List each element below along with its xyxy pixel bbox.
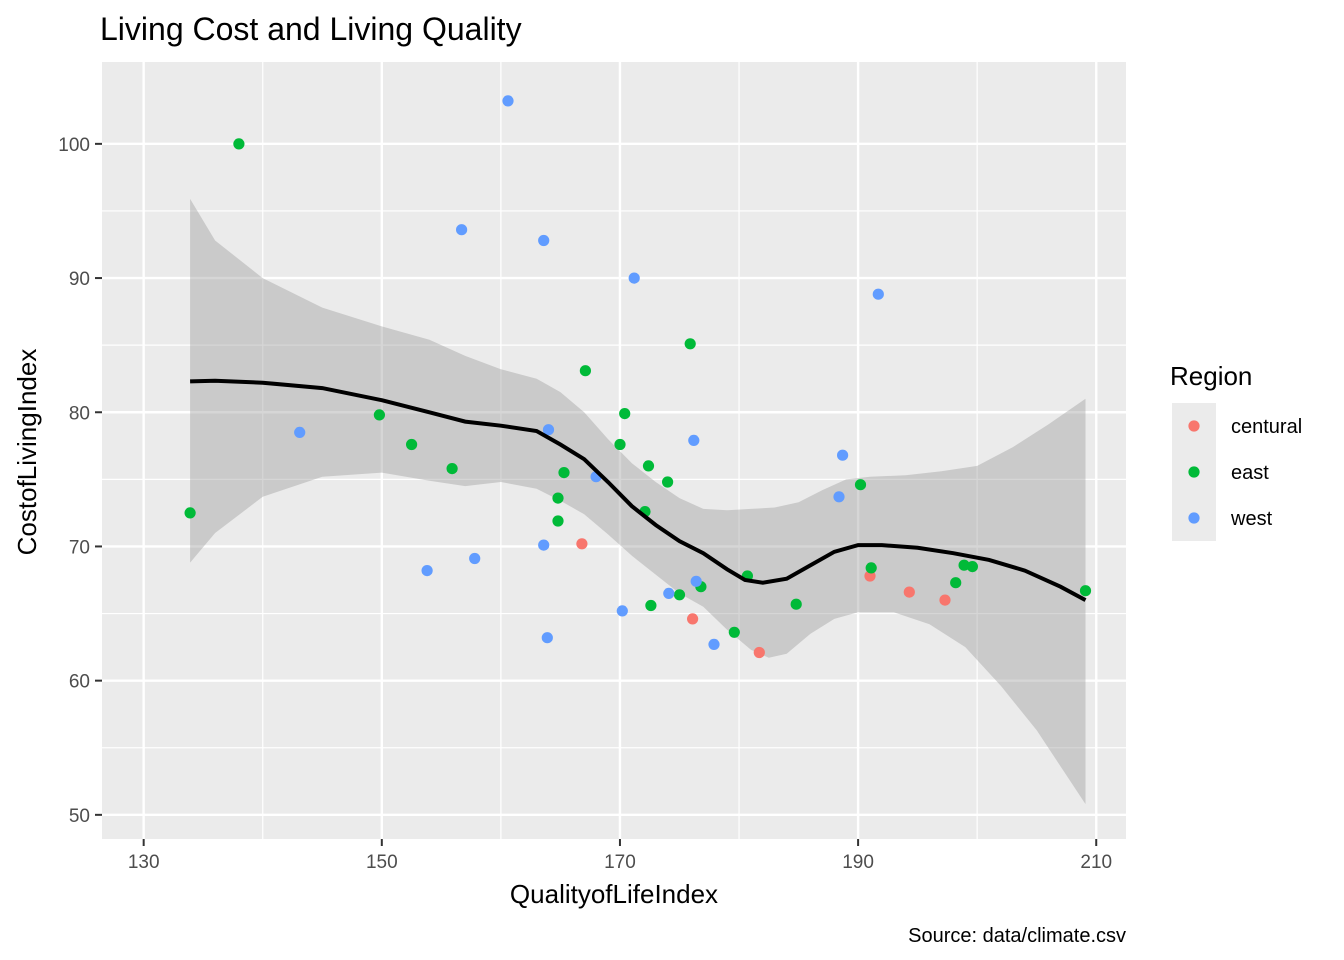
x-tick-label: 190 <box>842 852 874 873</box>
y-tick-label: 80 <box>69 403 90 424</box>
point-west <box>538 234 550 247</box>
legend-swatch-centural <box>1188 420 1200 432</box>
point-east <box>373 409 385 421</box>
point-east <box>950 577 962 589</box>
x-tick-label: 150 <box>366 852 398 873</box>
point-east <box>790 598 802 610</box>
point-east <box>645 599 657 612</box>
point-east <box>854 479 867 491</box>
x-axis-title: QualityofLifeIndex <box>510 879 718 909</box>
y-axis-title: CostofLivingIndex <box>12 349 42 556</box>
point-east <box>865 562 877 574</box>
chart-title: Living Cost and Living Quality <box>100 11 522 47</box>
point-east <box>673 589 686 601</box>
point-centural <box>753 646 765 659</box>
point-west <box>538 539 550 551</box>
legend-label-centural: centural <box>1231 416 1302 438</box>
point-east <box>619 408 631 420</box>
point-west <box>421 565 433 577</box>
point-east <box>184 507 196 519</box>
point-east <box>966 561 979 573</box>
legend: Region centural east west <box>1170 361 1302 541</box>
data-points <box>184 95 1092 659</box>
x-tick-label: 210 <box>1080 852 1112 873</box>
point-east <box>446 463 458 475</box>
y-tick-label: 70 <box>69 537 90 558</box>
y-tick-label: 50 <box>69 806 90 827</box>
point-east <box>552 515 564 527</box>
point-east <box>406 438 418 451</box>
point-east <box>958 559 970 571</box>
legend-swatch-west <box>1188 512 1200 524</box>
legend-swatch-east <box>1188 466 1200 478</box>
point-west <box>872 288 884 300</box>
point-centural <box>687 613 699 625</box>
point-east <box>728 626 740 638</box>
point-west <box>690 575 702 587</box>
point-east <box>662 476 674 488</box>
x-tick-label: 170 <box>604 852 636 873</box>
point-centural <box>939 594 951 606</box>
x-tick-label: 130 <box>128 852 160 873</box>
y-tick-label: 90 <box>69 269 90 290</box>
legend-label-west: west <box>1230 508 1273 530</box>
point-west <box>456 224 468 236</box>
point-west <box>502 95 514 107</box>
y-axis: 50 60 70 80 90 100 <box>58 135 102 827</box>
point-east <box>552 492 564 504</box>
chart-caption: Source: data/climate.csv <box>908 925 1126 947</box>
point-east <box>684 338 696 350</box>
point-west <box>294 426 306 438</box>
point-east <box>233 138 245 150</box>
point-east <box>1079 585 1092 597</box>
point-west <box>837 449 849 461</box>
grid-minor <box>102 62 1126 839</box>
legend-label-east: east <box>1231 462 1269 484</box>
plot-panel <box>102 62 1126 839</box>
point-east <box>642 460 655 472</box>
point-east <box>558 467 570 479</box>
point-east <box>579 365 592 377</box>
point-west <box>541 632 553 644</box>
y-tick-label: 100 <box>58 135 90 156</box>
point-centural <box>903 586 915 598</box>
point-west <box>688 434 700 446</box>
point-centural <box>576 538 588 550</box>
point-west <box>833 491 845 503</box>
confidence-band <box>190 198 1086 805</box>
point-west <box>616 605 628 617</box>
point-east <box>614 438 626 451</box>
y-tick-label: 60 <box>69 672 90 693</box>
point-west <box>542 424 555 436</box>
smooth-line <box>190 378 1087 602</box>
x-axis: 130 150 170 190 210 <box>128 839 1112 873</box>
grid-major <box>102 62 1126 839</box>
legend-title: Region <box>1170 361 1252 391</box>
point-west <box>663 587 675 600</box>
point-west <box>708 638 720 651</box>
point-west <box>628 272 640 284</box>
point-west <box>469 552 481 565</box>
